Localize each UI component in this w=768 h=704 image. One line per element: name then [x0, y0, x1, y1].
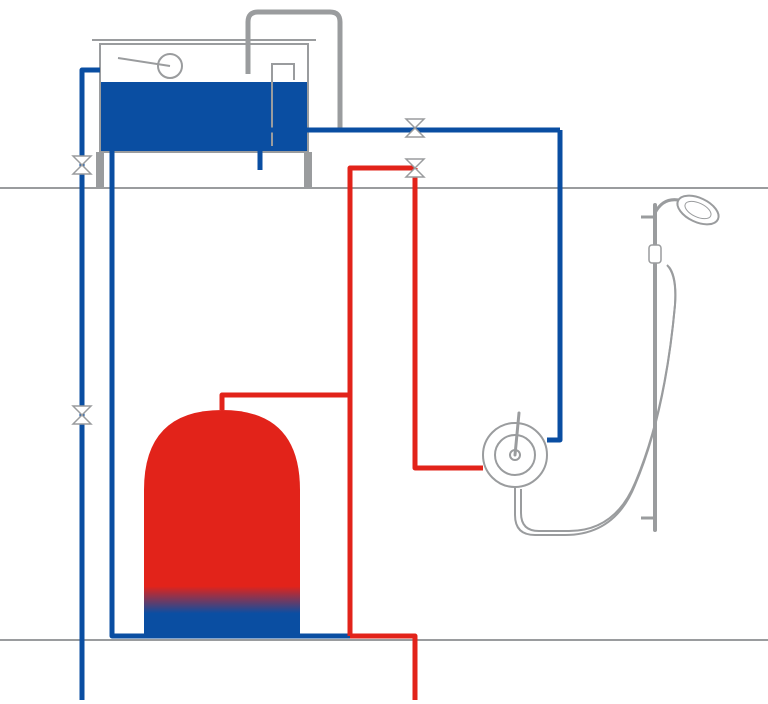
shower-hose	[515, 265, 675, 535]
cold-to-mixer	[547, 130, 560, 440]
hot-floor-run	[350, 636, 415, 700]
cold-tank-water	[100, 82, 308, 152]
plumbing-diagram	[0, 0, 768, 704]
valve-icon	[73, 156, 91, 174]
valve-icon	[73, 406, 91, 424]
hot-drop-to-mixer	[415, 168, 483, 468]
hot-from-cylinder-up	[222, 168, 415, 410]
hot-water-cylinder	[144, 410, 300, 636]
shower-hose-2	[521, 267, 675, 531]
